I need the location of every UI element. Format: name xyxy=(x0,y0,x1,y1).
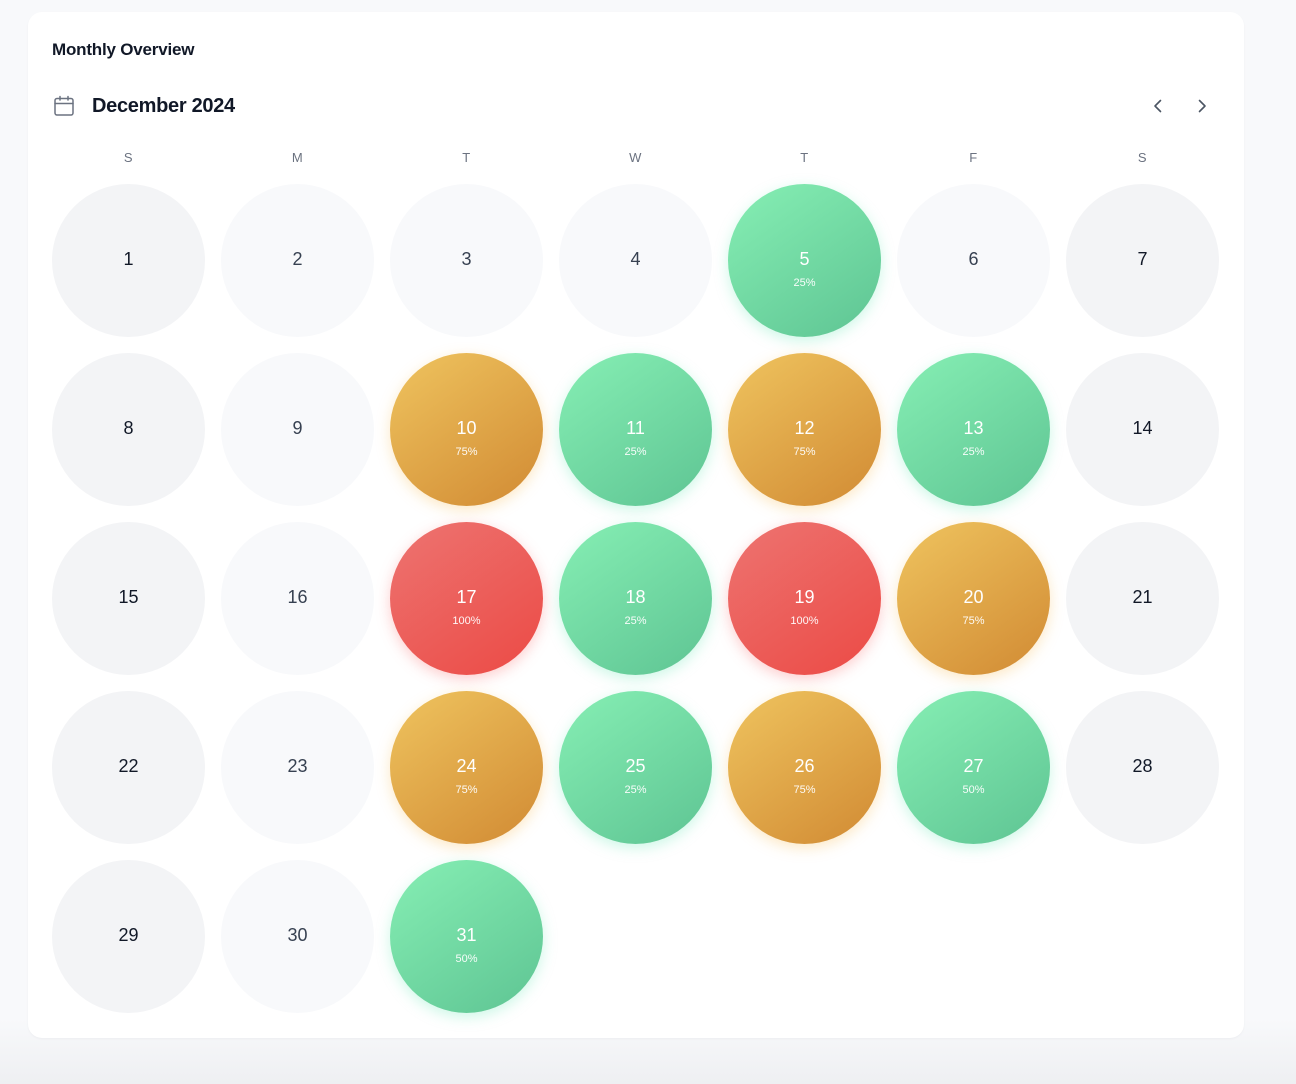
day-percentage: 75% xyxy=(455,446,478,458)
day-number: 10 xyxy=(456,418,477,438)
day-number: 21 xyxy=(1132,587,1153,607)
calendar-day-cell[interactable]: 23 xyxy=(221,691,374,844)
chevron-right-icon xyxy=(1198,99,1206,113)
day-number: 26 xyxy=(794,756,815,776)
day-number: 4 xyxy=(630,249,641,269)
day-percentage: 75% xyxy=(793,446,816,458)
weekday-label: S xyxy=(1137,150,1148,165)
calendar-day-cell[interactable]: 6 xyxy=(897,184,1050,337)
day-percentage: 25% xyxy=(624,784,647,796)
weekday-label: M xyxy=(291,150,304,165)
day-number: 17 xyxy=(456,587,477,607)
calendar-day-cell[interactable]: 16 xyxy=(221,522,374,675)
calendar-day-grid: 1 2 3 4 5 25% 6 7 8 9 10 75% 11 25% 12 75% 13 25% 14 15 16 17… xyxy=(52,184,1220,1014)
day-percentage: 100% xyxy=(452,615,481,627)
calendar-day-cell[interactable]: 5 25% xyxy=(728,184,881,337)
day-number: 2 xyxy=(292,249,303,269)
day-number: 27 xyxy=(963,756,984,776)
weekday-label: S xyxy=(123,150,134,165)
calendar-icon xyxy=(52,94,76,118)
day-percentage: 25% xyxy=(624,446,647,458)
day-number: 16 xyxy=(287,587,308,607)
day-percentage: 25% xyxy=(793,277,816,289)
calendar-day-cell[interactable]: 10 75% xyxy=(390,353,543,506)
day-percentage: 75% xyxy=(793,784,816,796)
day-number: 5 xyxy=(799,249,810,269)
day-number: 22 xyxy=(118,756,139,776)
previous-month-button[interactable] xyxy=(1146,94,1170,118)
calendar-day-cell[interactable]: 18 25% xyxy=(559,522,712,675)
monthly-overview-card: Monthly Overview December 2024 S M T W xyxy=(28,12,1244,1038)
day-number: 23 xyxy=(287,756,308,776)
day-number: 24 xyxy=(456,756,477,776)
calendar-day-cell[interactable]: 3 xyxy=(390,184,543,337)
calendar-day-cell[interactable]: 1 xyxy=(52,184,205,337)
calendar-day-cell[interactable]: 21 xyxy=(1066,522,1219,675)
calendar-day-cell[interactable]: 8 xyxy=(52,353,205,506)
day-number: 28 xyxy=(1132,756,1153,776)
weekday-header-row: S M T W T F S xyxy=(52,150,1220,166)
calendar-day-cell[interactable]: 14 xyxy=(1066,353,1219,506)
day-number: 14 xyxy=(1132,418,1153,438)
day-number: 19 xyxy=(794,587,815,607)
day-percentage: 50% xyxy=(962,784,985,796)
day-percentage: 25% xyxy=(624,615,647,627)
weekday-label: F xyxy=(969,150,978,165)
day-number: 7 xyxy=(1137,249,1148,269)
calendar-day-cell[interactable]: 29 xyxy=(52,860,205,1013)
day-number: 3 xyxy=(461,249,472,269)
next-month-button[interactable] xyxy=(1190,94,1214,118)
calendar-day-cell[interactable]: 26 75% xyxy=(728,691,881,844)
day-number: 20 xyxy=(963,587,984,607)
day-percentage: 25% xyxy=(962,446,985,458)
day-percentage: 50% xyxy=(455,953,478,965)
day-number: 8 xyxy=(123,418,134,438)
calendar-day-cell[interactable]: 30 xyxy=(221,860,374,1013)
calendar-day-cell[interactable]: 28 xyxy=(1066,691,1219,844)
day-number: 9 xyxy=(292,418,303,438)
weekday-label: T xyxy=(462,150,471,165)
calendar-day-cell[interactable]: 15 xyxy=(52,522,205,675)
calendar-day-cell[interactable]: 27 50% xyxy=(897,691,1050,844)
day-number: 18 xyxy=(625,587,646,607)
calendar-day-cell[interactable]: 4 xyxy=(559,184,712,337)
day-number: 6 xyxy=(968,249,979,269)
day-number: 29 xyxy=(118,925,139,945)
calendar-day-cell[interactable]: 20 75% xyxy=(897,522,1050,675)
weekday-label: T xyxy=(800,150,809,165)
day-number: 31 xyxy=(456,925,477,945)
calendar-day-cell[interactable]: 11 25% xyxy=(559,353,712,506)
day-percentage: 75% xyxy=(455,784,478,796)
day-number: 1 xyxy=(123,249,134,269)
card-title: Monthly Overview xyxy=(52,40,195,59)
day-number: 12 xyxy=(794,418,815,438)
month-label: December 2024 xyxy=(92,95,235,117)
day-number: 25 xyxy=(625,756,646,776)
calendar-day-cell[interactable]: 25 25% xyxy=(559,691,712,844)
calendar-day-cell[interactable]: 2 xyxy=(221,184,374,337)
calendar-day-cell[interactable]: 24 75% xyxy=(390,691,543,844)
calendar-day-cell[interactable]: 31 50% xyxy=(390,860,543,1013)
day-percentage: 75% xyxy=(962,615,985,627)
calendar-day-cell[interactable]: 22 xyxy=(52,691,205,844)
calendar-day-cell[interactable]: 9 xyxy=(221,353,374,506)
calendar-day-cell[interactable]: 17 100% xyxy=(390,522,543,675)
calendar-day-cell[interactable]: 13 25% xyxy=(897,353,1050,506)
calendar-day-cell[interactable]: 7 xyxy=(1066,184,1219,337)
weekday-label: W xyxy=(629,150,642,165)
day-number: 11 xyxy=(626,418,645,438)
day-number: 30 xyxy=(287,925,308,945)
month-header: December 2024 xyxy=(52,94,1220,122)
chevron-left-icon xyxy=(1154,99,1162,113)
calendar-day-cell[interactable]: 19 100% xyxy=(728,522,881,675)
day-percentage: 100% xyxy=(790,615,819,627)
day-number: 13 xyxy=(963,418,984,438)
calendar-day-cell[interactable]: 12 75% xyxy=(728,353,881,506)
day-number: 15 xyxy=(118,587,139,607)
